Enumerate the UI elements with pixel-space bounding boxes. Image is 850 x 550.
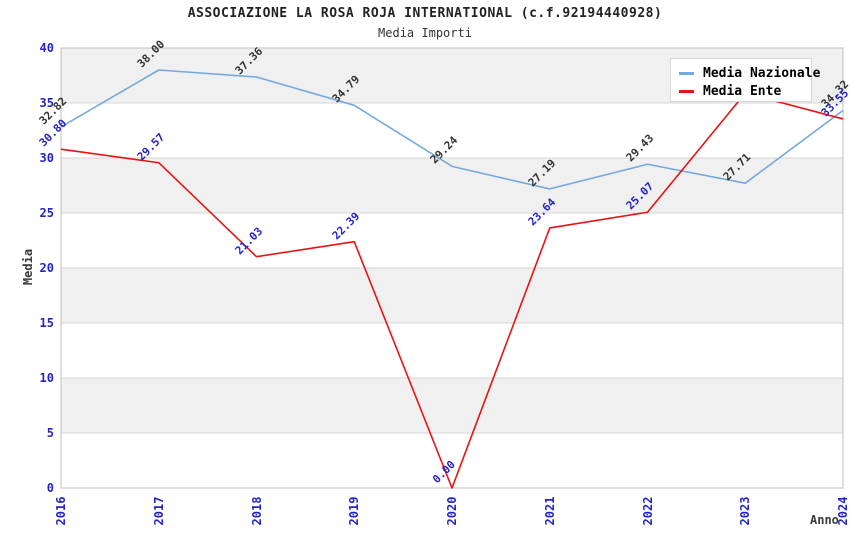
media-nazionale-line: [60, 69, 844, 190]
x-axis-title: Anno: [810, 513, 839, 527]
legend-swatch-media-nazionale: [679, 71, 694, 75]
plot-band: [61, 378, 843, 433]
legend: Media Nazionale Media Ente: [670, 58, 820, 102]
media-ente-line: [60, 92, 844, 489]
plot-band: [61, 268, 843, 323]
legend-item-media-nazionale: Media Nazionale: [679, 64, 820, 82]
chart-subtitle: Media Importi: [378, 26, 472, 40]
legend-item-media-ente: Media Ente: [679, 82, 803, 100]
legend-swatch-media-ente: [679, 89, 694, 93]
y-axis-title: Media: [21, 248, 35, 286]
legend-label-media-ente: Media Ente: [703, 83, 782, 99]
chart-title: ASSOCIAZIONE LA ROSA ROJA INTERNATIONAL …: [187, 6, 663, 21]
legend-label-media-nazionale: Media Nazionale: [703, 65, 821, 81]
